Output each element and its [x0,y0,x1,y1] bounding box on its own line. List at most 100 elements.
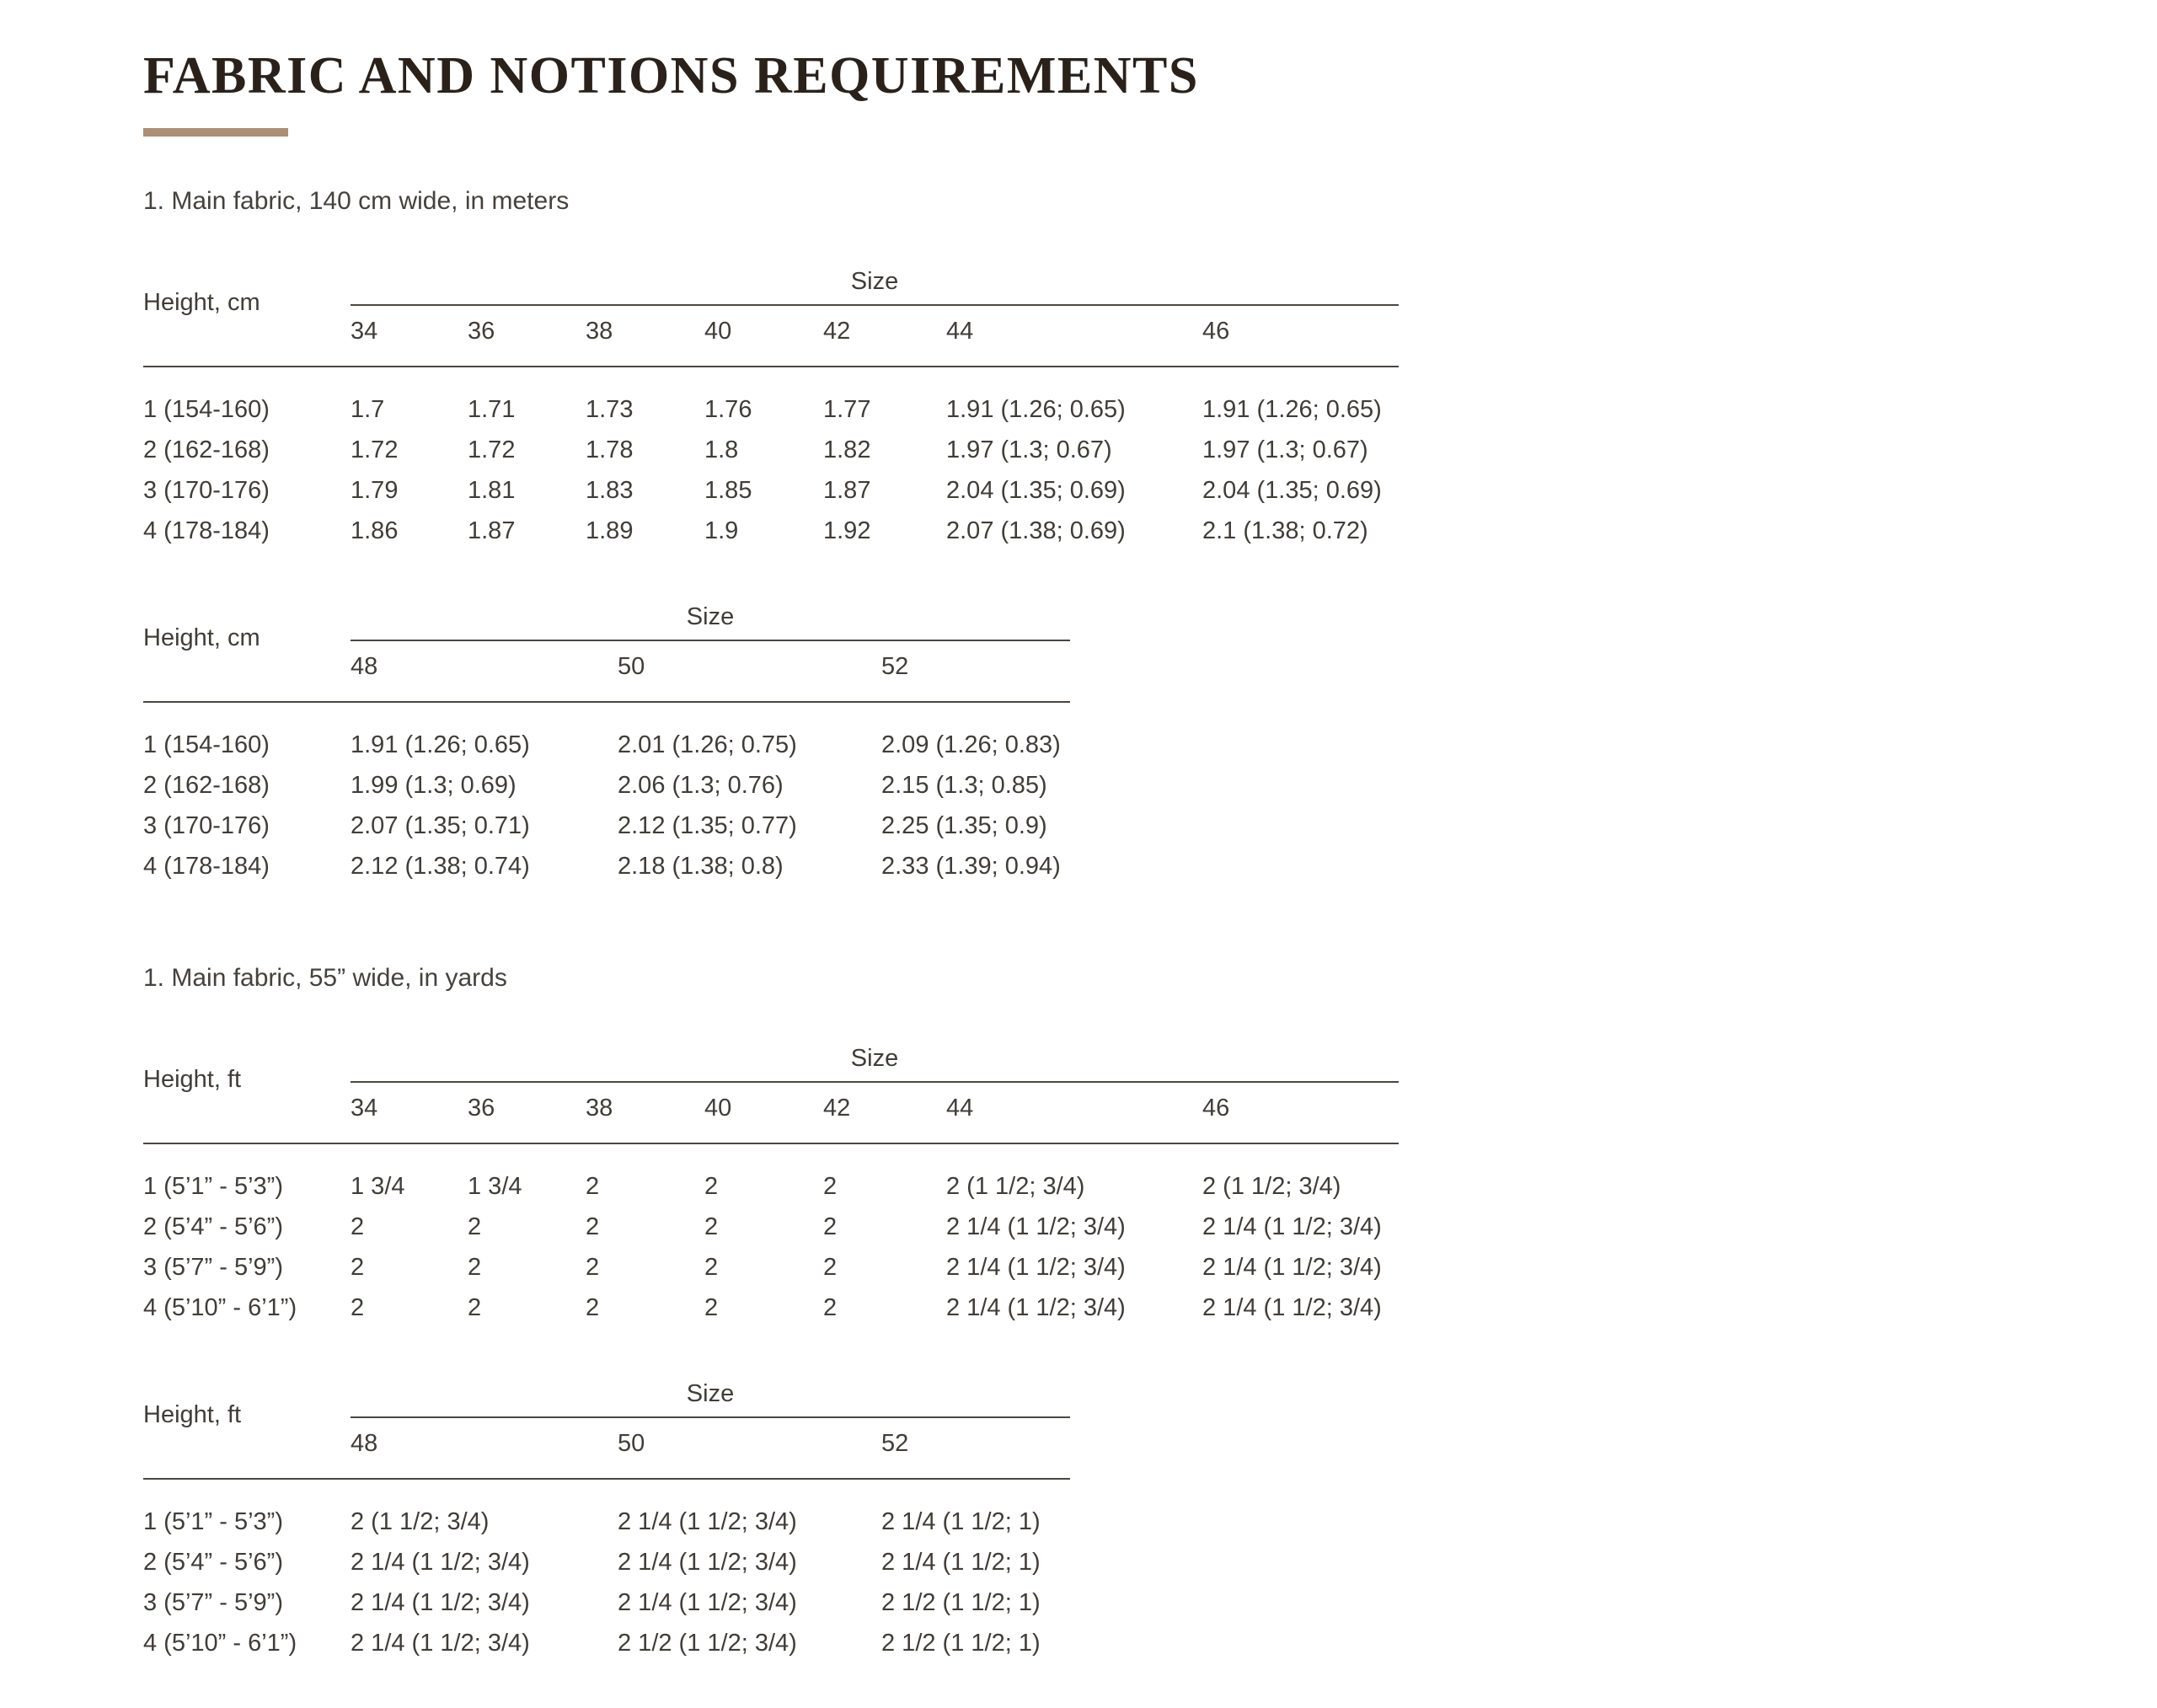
row-height-label: 2 (5’4” - 5’6”) [143,1213,283,1241]
fabric-requirement-cell: 2 (1 1/2; 3/4) [946,1173,1085,1201]
document-page: FABRIC AND NOTIONS REQUIREMENTS 1. Main … [143,47,1399,1663]
fabric-requirement-cell: 1.72 [468,436,516,464]
fabric-requirement-cell: 1.99 (1.3; 0.69) [351,772,517,800]
table-main-fabric-metric-sizes-34-46: Height, cm Size 34 36 38 40 42 44 46 1 (154-160) 1… [143,268,1399,551]
fabric-requirement-cell: 2 1/4 (1 1/2; 3/4) [351,1549,530,1577]
fabric-requirement-cell: 1.91 (1.26; 0.65) [351,731,530,759]
fabric-requirement-cell: 2.12 (1.38; 0.74) [351,853,530,881]
section-heading-metric: 1. Main fabric, 140 cm wide, in meters [143,187,570,216]
fabric-requirement-cell: 1.72 [351,436,399,464]
fabric-requirement-cell: 1.89 [586,517,634,545]
fabric-requirement-cell: 2.25 (1.35; 0.9) [881,812,1047,840]
section-heading-imperial: 1. Main fabric, 55” wide, in yards [143,964,507,993]
table-main-fabric-imperial-sizes-34-46: Height, ft Size 34 36 38 40 42 44 46 1 (5’1” - 5’… [143,1045,1399,1328]
fabric-requirement-cell: 1.81 [468,477,516,505]
fabric-requirement-cell: 2 1/2 (1 1/2; 1) [881,1589,1041,1617]
fabric-requirement-cell: 1.97 (1.3; 0.67) [946,436,1112,464]
fabric-requirement-cell: 2.06 (1.3; 0.76) [618,772,784,800]
fabric-requirement-cell: 2 [704,1213,719,1241]
fabric-requirement-cell: 1.76 [704,396,752,424]
title-accent-rule [143,128,288,137]
row-height-label: 3 (5’7” - 5’9”) [143,1589,283,1617]
size-column-header: 48 [351,653,378,681]
row-height-label: 3 (170-176) [143,477,270,505]
fabric-requirement-cell: 2 (1 1/2; 3/4) [351,1508,490,1536]
fabric-requirement-cell: 1.8 [704,436,739,464]
fabric-requirement-cell: 1.87 [823,477,871,505]
size-column-header: 46 [1202,1095,1230,1122]
fabric-requirement-cell: 2 1/4 (1 1/2; 3/4) [946,1254,1126,1282]
size-column-header: 46 [1202,318,1230,345]
table-header-divider [143,701,1070,704]
size-column-header: 42 [823,318,851,345]
fabric-requirement-cell: 2.33 (1.39; 0.94) [881,853,1061,881]
fabric-requirement-cell: 2.18 (1.38; 0.8) [618,853,784,881]
fabric-requirement-cell: 1.86 [351,517,399,545]
fabric-requirement-cell: 1.79 [351,477,399,505]
fabric-requirement-cell: 2 1/4 (1 1/2; 3/4) [618,1508,797,1536]
size-column-header: 50 [618,1430,645,1458]
height-column-label: Height, ft [143,1400,242,1428]
fabric-requirement-cell: 2 [586,1173,600,1201]
row-height-label: 1 (154-160) [143,396,270,424]
fabric-requirement-cell: 2 [586,1213,600,1241]
size-column-header: 36 [468,1095,495,1122]
fabric-requirement-cell: 2.1 (1.38; 0.72) [1202,517,1368,545]
size-group-label: Size [351,268,1399,307]
size-group-label: Size [351,1045,1399,1084]
fabric-requirement-cell: 2 1/4 (1 1/2; 3/4) [351,1589,530,1617]
fabric-requirement-cell: 2.04 (1.35; 0.69) [946,477,1126,505]
size-column-header: 34 [351,318,378,345]
fabric-requirement-cell: 2 1/4 (1 1/2; 3/4) [1202,1294,1382,1322]
page-title: FABRIC AND NOTIONS REQUIREMENTS [143,47,1199,104]
size-column-header: 34 [351,1095,378,1122]
table-header-divider [143,1478,1070,1480]
row-height-label: 4 (5’10” - 6’1”) [143,1630,297,1657]
fabric-requirement-cell: 2 1/4 (1 1/2; 3/4) [946,1213,1126,1241]
fabric-requirement-cell: 1.87 [468,517,516,545]
size-column-header: 40 [704,1095,732,1122]
size-column-header: 44 [946,318,974,345]
fabric-requirement-cell: 2 [586,1254,600,1282]
table-main-fabric-metric-sizes-48-52: Height, cm Size 48 50 52 1 (154-160) 1.91 (1.2… [143,603,1070,886]
fabric-requirement-cell: 1.77 [823,396,871,424]
fabric-requirement-cell: 2 1/4 (1 1/2; 1) [881,1549,1041,1577]
fabric-requirement-cell: 2 1/2 (1 1/2; 1) [881,1630,1041,1657]
row-height-label: 4 (178-184) [143,853,270,881]
fabric-requirement-cell: 2 [704,1294,719,1322]
table-main-fabric-imperial-sizes-48-52: Height, ft Size 48 50 52 1 (5’1” - 5’3”) 2 (1 … [143,1380,1070,1663]
row-height-label: 2 (5’4” - 5’6”) [143,1549,283,1577]
fabric-requirement-cell: 2 [823,1254,838,1282]
size-column-header: 50 [618,653,645,681]
table-header-divider [143,366,1399,368]
size-column-header: 36 [468,318,495,345]
fabric-requirement-cell: 1.91 (1.26; 0.65) [946,396,1126,424]
fabric-requirement-cell: 1.73 [586,396,634,424]
fabric-requirement-cell: 1.91 (1.26; 0.65) [1202,396,1382,424]
height-column-label: Height, ft [143,1065,242,1093]
fabric-requirement-cell: 2 [704,1173,719,1201]
size-column-header: 40 [704,318,732,345]
size-column-header: 38 [586,1095,613,1122]
size-column-header: 52 [881,1430,909,1458]
row-height-label: 1 (5’1” - 5’3”) [143,1173,283,1201]
row-height-label: 3 (5’7” - 5’9”) [143,1254,283,1282]
fabric-requirement-cell: 2 [351,1294,365,1322]
row-height-label: 4 (5’10” - 6’1”) [143,1294,297,1322]
height-column-label: Height, cm [143,624,260,651]
fabric-requirement-cell: 1.7 [351,396,385,424]
fabric-requirement-cell: 1.82 [823,436,871,464]
fabric-requirement-cell: 2 1/4 (1 1/2; 3/4) [351,1630,530,1657]
fabric-requirement-cell: 2 1/4 (1 1/2; 3/4) [618,1549,797,1577]
fabric-requirement-cell: 2.12 (1.35; 0.77) [618,812,797,840]
fabric-requirement-cell: 1.85 [704,477,752,505]
fabric-requirement-cell: 2 1/4 (1 1/2; 3/4) [1202,1213,1382,1241]
fabric-requirement-cell: 2 [351,1254,365,1282]
size-column-header: 38 [586,318,613,345]
size-group-label: Size [351,1380,1070,1419]
fabric-requirement-cell: 2.09 (1.26; 0.83) [881,731,1061,759]
fabric-requirement-cell: 2.15 (1.3; 0.85) [881,772,1047,800]
size-column-header: 52 [881,653,909,681]
height-column-label: Height, cm [143,288,260,316]
fabric-requirement-cell: 2 [351,1213,365,1241]
